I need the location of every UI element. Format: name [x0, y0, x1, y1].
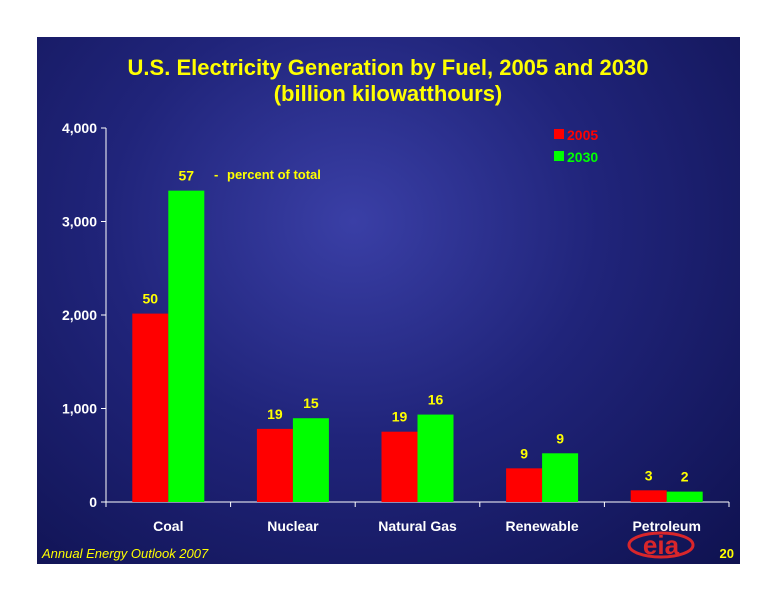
eia-logo: eia [627, 530, 695, 560]
data-label-2005: 19 [392, 409, 408, 425]
bar-2005 [132, 313, 169, 502]
data-label-2005: 19 [267, 406, 283, 422]
footer-source: Annual Energy Outlook 2007 [41, 546, 209, 561]
x-category-label: Renewable [506, 518, 579, 534]
bar-2030 [542, 453, 579, 502]
bars [132, 190, 703, 502]
legend-swatch-2005 [554, 129, 564, 139]
x-category-label: Petroleum [632, 518, 700, 534]
bar-2030 [666, 491, 703, 502]
legend-label-2030: 2030 [567, 149, 598, 165]
x-category-label: Natural Gas [378, 518, 457, 534]
data-label-2005: 9 [520, 445, 528, 461]
legend-label-2005: 2005 [567, 127, 598, 143]
chart-title: U.S. Electricity Generation by Fuel, 200… [128, 55, 649, 80]
chart-subtitle: (billion kilowatthours) [274, 81, 503, 106]
x-category-label: Coal [153, 518, 183, 534]
bar-chart: U.S. Electricity Generation by Fuel, 200… [41, 55, 734, 561]
data-label-2030: 2 [681, 469, 689, 485]
data-label-2030: 9 [556, 430, 564, 446]
data-label-2030: 15 [303, 395, 319, 411]
x-category-label: Nuclear [267, 518, 319, 534]
y-tick-label: 3,000 [62, 214, 97, 230]
bar-2005 [630, 490, 667, 502]
legend-swatch-2030 [554, 151, 564, 161]
y-tick-label: 1,000 [62, 401, 97, 417]
bar-2005 [506, 468, 543, 502]
axes: 0 1,000 2,000 3,000 4,000 Coal Nuclear Natural … [62, 120, 730, 534]
data-labels: 50 57 19 15 19 16 9 9 3 2 [143, 168, 689, 485]
bar-2030 [168, 190, 205, 502]
data-label-2030: 16 [428, 392, 444, 408]
data-label-2030: 57 [179, 168, 195, 184]
label-note-marker: - [214, 167, 218, 182]
y-tick-label: 0 [89, 494, 97, 510]
bar-2005 [381, 431, 418, 502]
data-label-2005: 3 [645, 467, 653, 483]
bar-2005 [256, 428, 293, 502]
data-label-2005: 50 [143, 291, 159, 307]
page-number: 20 [720, 546, 734, 561]
bar-2030 [417, 414, 454, 502]
logo-text: eia [643, 530, 680, 560]
y-tick-label: 4,000 [62, 120, 97, 136]
slide-background: U.S. Electricity Generation by Fuel, 200… [37, 37, 740, 564]
bar-2030 [292, 418, 329, 502]
y-tick-label: 2,000 [62, 307, 97, 323]
label-note: percent of total [227, 167, 321, 182]
legend: 2005 2030 [554, 127, 598, 165]
